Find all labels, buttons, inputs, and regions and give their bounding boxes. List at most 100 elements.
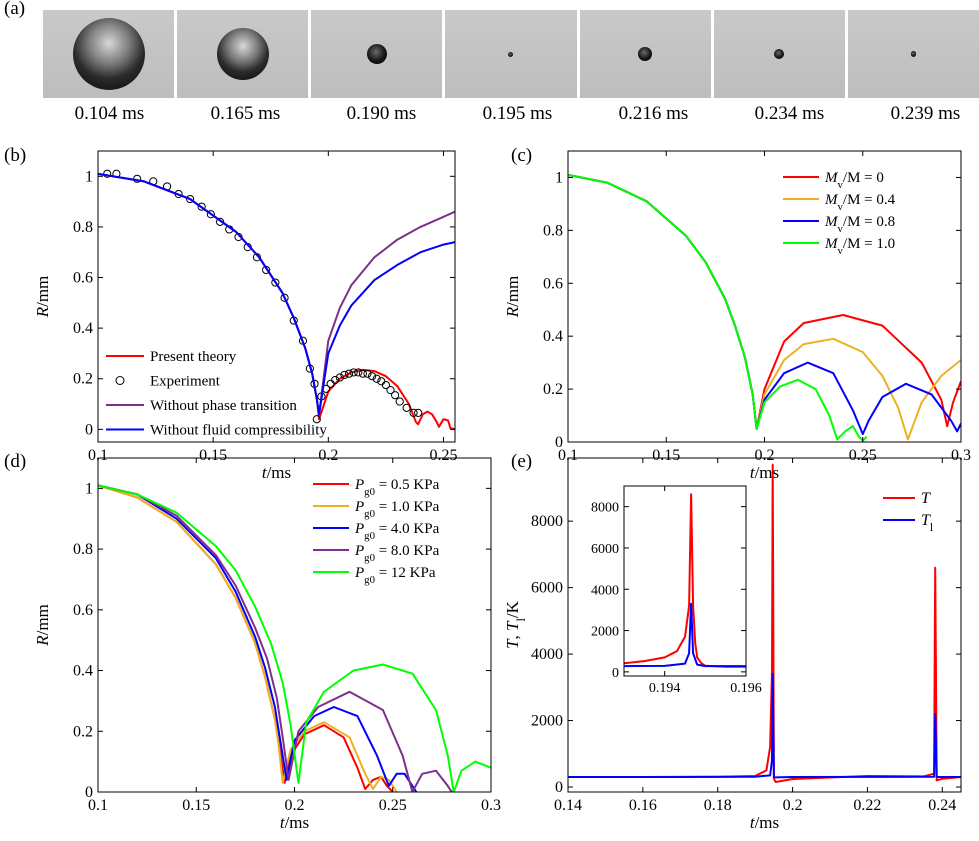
label-part: /mm xyxy=(503,276,522,307)
y-tick-label: 6000 xyxy=(591,542,619,557)
y-tick-label: 1 xyxy=(85,168,93,185)
y-tick-label: 6000 xyxy=(531,580,563,597)
label-part: /ms xyxy=(755,463,780,482)
label-part: = 12 KPa xyxy=(375,565,436,581)
label-part: /K xyxy=(503,600,522,618)
series-line xyxy=(98,484,491,792)
label-part: R xyxy=(503,306,522,318)
experiment-marker xyxy=(344,369,354,378)
experiment-marker xyxy=(349,368,358,377)
experiment-marker xyxy=(206,210,215,219)
label-part: T xyxy=(921,512,931,529)
series-line xyxy=(568,173,868,442)
experiment-marker xyxy=(358,369,367,378)
inset-chart: 0.194 0.196 0 2000 4000 6000 8000 xyxy=(591,485,762,696)
y-tick-label: 0.8 xyxy=(543,222,563,239)
inset-series-line xyxy=(624,602,746,668)
legend-label: Mv/M = 0.4 xyxy=(824,192,896,213)
y-axis-label: R/mm xyxy=(33,276,52,319)
experiment-marker xyxy=(395,397,404,406)
experiment-marker xyxy=(271,278,280,287)
series-group xyxy=(568,463,961,783)
y-tick-label: 0.6 xyxy=(543,275,563,292)
x-tick-label: 0.25 xyxy=(429,447,457,464)
x-tick-label: 0.3 xyxy=(481,797,501,814)
x-tick-label: 0.194 xyxy=(649,681,681,696)
y-tick-label: 0 xyxy=(85,421,93,438)
time-label: 0.165 ms xyxy=(210,103,281,124)
experiment-marker xyxy=(367,372,377,381)
legend-label: Without phase transition xyxy=(150,398,297,414)
y-tick-label: 0.6 xyxy=(73,602,93,619)
experiment-marker xyxy=(414,408,423,417)
photo-frame xyxy=(311,10,443,98)
legend-label: Pg0 = 4.0 KPa xyxy=(354,521,440,542)
y-axis-label: R/mm xyxy=(33,604,52,647)
bubble-image xyxy=(216,28,269,80)
label-part: P xyxy=(354,521,364,537)
legend-label: Experiment xyxy=(150,374,221,390)
label-part: M xyxy=(824,236,839,252)
x-tick-label: 0.2 xyxy=(285,797,305,814)
experiment-marker xyxy=(386,386,395,395)
label-part: M xyxy=(824,192,839,208)
experiment-marker xyxy=(354,368,363,377)
y-tick-label: 4000 xyxy=(591,583,619,598)
x-axis-label: t/ms xyxy=(262,463,291,482)
experiment-marker xyxy=(331,375,340,385)
chart-c: 0.1 0.15 0.2 0.25 0.3 0 0.2 0.4 0.6 0.8 1 t/ms R/mm M… xyxy=(503,150,971,482)
x-axis-label: t/ms xyxy=(750,813,779,832)
time-label: 0.216 ms xyxy=(618,103,689,124)
label-part: g0 xyxy=(364,552,375,564)
label-part: g0 xyxy=(364,508,375,520)
label-part: = 0.5 KPa xyxy=(375,477,440,493)
legend-label: Present theory xyxy=(150,349,237,365)
y-tick-label: 0.4 xyxy=(73,320,93,337)
panel-label-b: (b) xyxy=(4,145,27,166)
y-tick-label: 0.8 xyxy=(73,541,93,558)
legend-label: Tl xyxy=(921,512,933,534)
experiment-marker xyxy=(402,403,411,412)
series-line xyxy=(568,673,961,779)
label-part: l xyxy=(514,617,528,621)
photo-frame xyxy=(177,10,309,98)
label-part: P xyxy=(354,477,364,493)
bubble-image xyxy=(72,18,145,90)
experiment-marker xyxy=(340,370,349,380)
label-part: g0 xyxy=(364,486,375,498)
x-tick-label: 0.25 xyxy=(379,797,407,814)
experiment-marker xyxy=(326,379,335,388)
label-part: /mm xyxy=(33,604,52,635)
panel-label-d: (d) xyxy=(4,451,27,472)
legend-label: Mv/M = 1.0 xyxy=(824,236,895,257)
experiment-marker xyxy=(335,373,344,382)
x-tick-label: 0.3 xyxy=(951,447,971,464)
label-part: P xyxy=(354,499,364,515)
legend-label: Pg0 = 12 KPa xyxy=(354,565,436,586)
y-tick-label: 0 xyxy=(85,784,93,801)
time-label: 0.195 ms xyxy=(482,103,553,124)
y-tick-label: 0.4 xyxy=(73,663,93,680)
x-tick-label: 0.15 xyxy=(652,447,680,464)
chart-e: 0.14 0.16 0.18 0.2 0.22 0.24 0 2000 4000 6000 8000… xyxy=(503,457,962,832)
y-tick-label: 0.4 xyxy=(543,328,563,345)
y-tick-label: 0 xyxy=(612,666,619,681)
label-part: P xyxy=(354,543,364,559)
legend-label: Pg0 = 0.5 KPa xyxy=(354,477,440,498)
label-part: g0 xyxy=(364,574,375,586)
x-tick-label: 0.22 xyxy=(853,797,881,814)
label-part: /mm xyxy=(33,276,52,307)
y-tick-label: 0.2 xyxy=(73,723,93,740)
experiment-marker xyxy=(280,293,289,302)
plot-frame xyxy=(623,485,747,677)
y-tick-label: 0.2 xyxy=(543,381,563,398)
y-tick-label: 0.8 xyxy=(73,219,93,236)
x-tick-label: 0.2 xyxy=(318,447,338,464)
experiment-marker xyxy=(409,408,418,417)
panel-label-c: (c) xyxy=(511,145,533,166)
x-tick-label: 0.196 xyxy=(730,681,762,696)
experiment-marker xyxy=(372,374,381,383)
time-label: 0.104 ms xyxy=(74,103,145,124)
x-tick-label: 0.25 xyxy=(849,447,877,464)
